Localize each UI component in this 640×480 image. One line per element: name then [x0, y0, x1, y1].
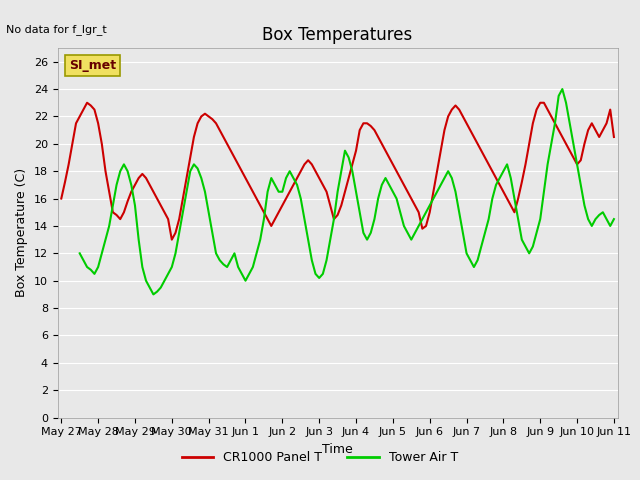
Y-axis label: Box Temperature (C): Box Temperature (C) [15, 168, 28, 298]
Legend: CR1000 Panel T, Tower Air T: CR1000 Panel T, Tower Air T [177, 446, 463, 469]
Text: No data for f_lgr_t: No data for f_lgr_t [6, 24, 107, 35]
X-axis label: Time: Time [322, 443, 353, 456]
Text: SI_met: SI_met [68, 59, 116, 72]
Title: Box Temperatures: Box Temperatures [262, 25, 413, 44]
